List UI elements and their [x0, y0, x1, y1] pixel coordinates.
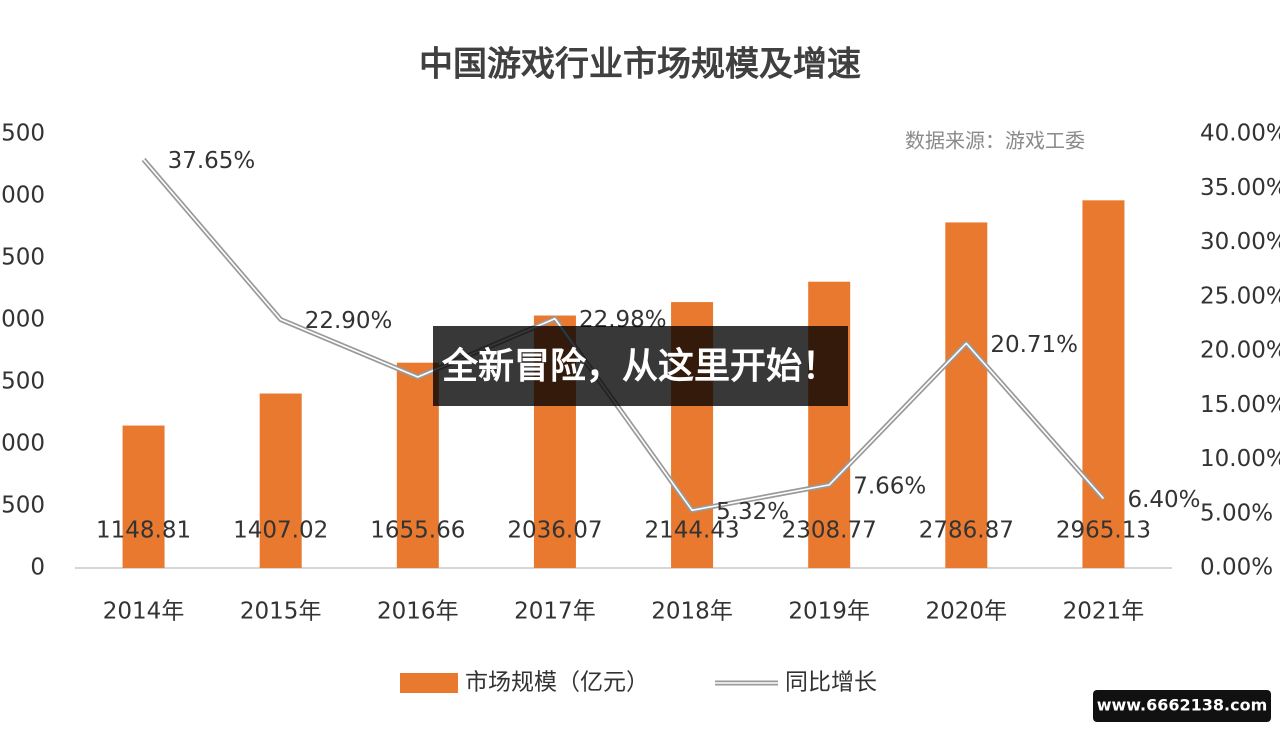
bar — [259, 393, 302, 568]
bar-label: 2308.77 — [782, 518, 877, 544]
x-tick-label: 2020年 — [926, 599, 1008, 625]
watermark-text: www.6662138.com — [1097, 696, 1268, 715]
x-tick-label: 2016年 — [377, 599, 459, 625]
bar-label: 2144.43 — [645, 518, 740, 544]
y-tick-label: 2500 — [0, 245, 45, 271]
y2-tick-label: 25.00% — [1200, 283, 1280, 309]
point-label: 22.90% — [305, 308, 393, 334]
y-tick-label: 3000 — [0, 183, 45, 209]
bar-label: 2036.07 — [507, 518, 602, 544]
x-tick-label: 2018年 — [651, 599, 733, 625]
bar — [1082, 200, 1125, 568]
x-tick-label: 2015年 — [240, 599, 322, 625]
bar — [945, 222, 988, 569]
x-tick-label: 2017年 — [514, 599, 596, 625]
y2-tick-label: 15.00% — [1200, 392, 1280, 418]
x-tick-label: 2019年 — [788, 599, 870, 625]
bar — [396, 362, 439, 568]
legend-label: 市场规模（亿元） — [465, 670, 649, 696]
point-label: 6.40% — [1127, 487, 1200, 513]
y2-tick-label: 10.00% — [1200, 446, 1280, 472]
chart-title: 中国游戏行业市场规模及增速 — [419, 45, 861, 85]
x-tick-label: 2014年 — [103, 599, 185, 625]
y-tick-label: 1000 — [0, 431, 45, 457]
overlay-layer: 全新冒险，从这里开始！ www.6662138.com — [433, 326, 1271, 722]
point-label: 20.71% — [990, 332, 1078, 358]
bar — [122, 425, 165, 568]
legend-swatch — [400, 673, 458, 693]
bar-label: 1407.02 — [233, 518, 328, 544]
point-label: 37.65% — [168, 148, 256, 174]
y-tick-label: 2000 — [0, 307, 45, 333]
bar-label: 1655.66 — [370, 518, 465, 544]
overlay-banner — [433, 326, 848, 406]
bar-label: 1148.81 — [96, 518, 191, 544]
point-label: 7.66% — [853, 473, 926, 499]
bar-label: 2786.87 — [919, 518, 1014, 544]
x-tick-label: 2021年 — [1063, 599, 1145, 625]
y-tick-label: 500 — [1, 493, 45, 519]
overlay-text: 全新冒险，从这里开始！ — [441, 345, 838, 387]
y-tick-label: 0 — [30, 555, 45, 581]
point-label: 5.32% — [716, 499, 789, 525]
y-tick-label: 1500 — [0, 369, 45, 395]
y2-tick-label: 35.00% — [1200, 175, 1280, 201]
y2-tick-label: 30.00% — [1200, 229, 1280, 255]
watermark-box — [1093, 690, 1271, 722]
y-tick-label: 3500 — [0, 121, 45, 147]
line-series-inner — [142, 158, 1105, 512]
source-note: 数据来源：游戏工委 — [905, 129, 1085, 153]
y2-tick-label: 5.00% — [1200, 500, 1273, 526]
bar-label: 2965.13 — [1056, 518, 1151, 544]
y2-tick-label: 0.00% — [1200, 555, 1273, 581]
y2-tick-label: 20.00% — [1200, 338, 1280, 364]
legend-label: 同比增长 — [785, 670, 877, 696]
y2-tick-label: 40.00% — [1200, 121, 1280, 147]
